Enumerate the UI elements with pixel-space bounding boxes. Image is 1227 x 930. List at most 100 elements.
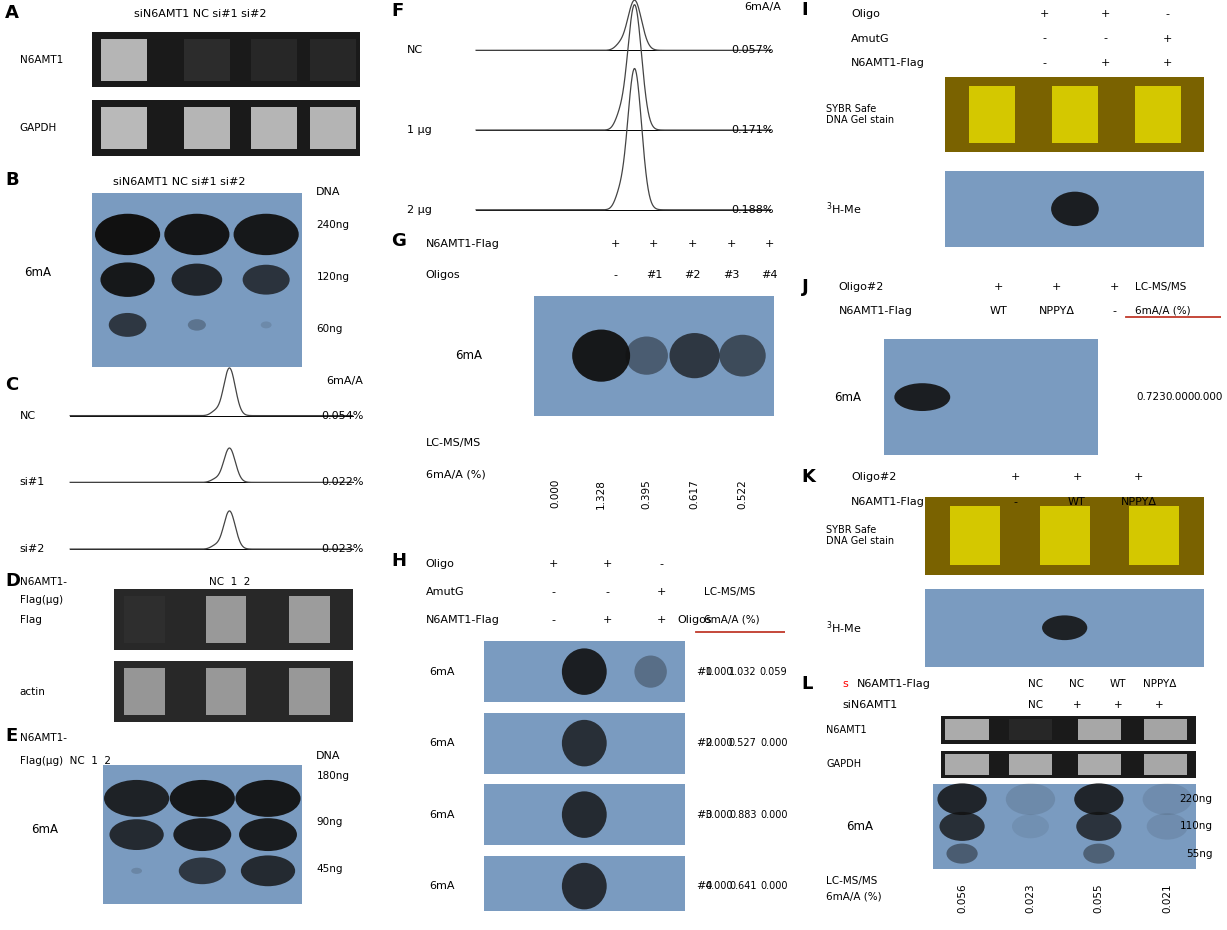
- Text: SYBR Safe
DNA Gel stain: SYBR Safe DNA Gel stain: [826, 103, 894, 126]
- Ellipse shape: [562, 720, 606, 766]
- Text: 6mA: 6mA: [429, 667, 455, 677]
- Text: +: +: [611, 239, 620, 248]
- Text: NPPYΔ: NPPYΔ: [1038, 306, 1075, 316]
- Bar: [252, 39, 297, 81]
- Text: +: +: [649, 239, 659, 248]
- Text: 6mA: 6mA: [429, 881, 455, 891]
- Ellipse shape: [179, 857, 226, 884]
- Bar: [1039, 506, 1090, 565]
- Text: N6AMT1-: N6AMT1-: [20, 577, 66, 587]
- Ellipse shape: [260, 322, 271, 328]
- Text: LC-MS/MS: LC-MS/MS: [704, 587, 756, 597]
- Ellipse shape: [1076, 812, 1121, 841]
- Text: DNA: DNA: [317, 187, 341, 197]
- Text: 0.023%: 0.023%: [321, 544, 363, 554]
- Text: 1.032: 1.032: [729, 667, 757, 677]
- Ellipse shape: [109, 819, 163, 850]
- Ellipse shape: [940, 812, 985, 841]
- Text: #1: #1: [697, 667, 713, 677]
- Bar: [290, 596, 330, 643]
- Text: +: +: [688, 239, 697, 248]
- Text: si#2: si#2: [20, 544, 45, 554]
- Ellipse shape: [236, 780, 301, 817]
- Text: 6mA/A: 6mA/A: [326, 376, 363, 386]
- Text: 0.000: 0.000: [760, 810, 788, 819]
- Text: 0.054%: 0.054%: [321, 411, 363, 420]
- Text: -: -: [1104, 33, 1108, 44]
- Text: 0.641: 0.641: [729, 881, 757, 891]
- Text: 0.527: 0.527: [729, 738, 757, 748]
- Ellipse shape: [562, 648, 606, 695]
- Text: -: -: [660, 559, 664, 569]
- Text: 0.057%: 0.057%: [731, 46, 774, 55]
- Bar: [945, 754, 989, 775]
- Text: 0.883: 0.883: [729, 810, 757, 819]
- Text: #4: #4: [762, 271, 778, 280]
- Bar: [1077, 754, 1121, 775]
- Text: +: +: [994, 282, 1004, 292]
- Text: -: -: [1042, 58, 1047, 68]
- Text: 0.723: 0.723: [1136, 392, 1166, 402]
- Text: 6mA: 6mA: [455, 349, 482, 362]
- Text: 45ng: 45ng: [317, 864, 342, 873]
- Text: +: +: [1134, 472, 1144, 483]
- Text: NC: NC: [1028, 700, 1043, 711]
- Bar: [114, 589, 352, 650]
- Ellipse shape: [670, 333, 720, 379]
- Text: NC: NC: [1070, 680, 1085, 689]
- Bar: [206, 669, 247, 715]
- Text: NC: NC: [1028, 680, 1043, 689]
- Text: G: G: [391, 232, 406, 250]
- Text: 180ng: 180ng: [317, 771, 350, 780]
- Text: 6mA: 6mA: [845, 820, 872, 833]
- Text: +: +: [602, 615, 612, 625]
- Bar: [950, 506, 1000, 565]
- Text: Flag(μg)  NC  1  2: Flag(μg) NC 1 2: [20, 756, 110, 766]
- Text: N6AMT1-Flag: N6AMT1-Flag: [858, 680, 931, 689]
- Bar: [946, 77, 1205, 153]
- Text: +: +: [602, 559, 612, 569]
- Text: siN6AMT1 NC si#1 si#2: siN6AMT1 NC si#1 si#2: [134, 9, 266, 20]
- Bar: [1144, 720, 1188, 740]
- Bar: [206, 596, 247, 643]
- Text: +: +: [1163, 33, 1172, 44]
- Text: E: E: [5, 727, 17, 746]
- Text: 0.021: 0.021: [1162, 884, 1172, 913]
- Text: 0.000: 0.000: [706, 810, 734, 819]
- Text: C: C: [5, 376, 18, 393]
- Text: 0.056: 0.056: [957, 884, 967, 913]
- Text: -: -: [1166, 9, 1169, 20]
- Bar: [941, 716, 1196, 744]
- Bar: [1052, 86, 1098, 143]
- Bar: [114, 661, 352, 723]
- Text: 0.171%: 0.171%: [731, 125, 774, 135]
- Text: J: J: [801, 278, 809, 296]
- Ellipse shape: [946, 844, 978, 864]
- Bar: [1135, 86, 1182, 143]
- Text: Flag(μg): Flag(μg): [20, 595, 63, 605]
- Text: N6AMT1: N6AMT1: [826, 724, 867, 735]
- Text: 0.000: 0.000: [1194, 392, 1223, 402]
- Ellipse shape: [172, 263, 222, 296]
- Ellipse shape: [937, 783, 987, 815]
- Text: siN6AMT1: siN6AMT1: [843, 700, 898, 711]
- Ellipse shape: [1142, 783, 1191, 815]
- Text: -: -: [605, 587, 610, 597]
- Text: 0.522: 0.522: [737, 479, 747, 509]
- Text: +: +: [766, 239, 774, 248]
- Bar: [1009, 720, 1053, 740]
- Bar: [1129, 506, 1179, 565]
- Bar: [483, 641, 685, 702]
- Text: L: L: [801, 675, 814, 693]
- Text: 90ng: 90ng: [317, 817, 342, 827]
- Text: N6AMT1-: N6AMT1-: [20, 733, 66, 743]
- Text: #1: #1: [645, 271, 663, 280]
- Bar: [946, 171, 1205, 246]
- Bar: [102, 39, 147, 81]
- Text: A: A: [5, 5, 18, 22]
- Text: -: -: [551, 615, 556, 625]
- Text: 55ng: 55ng: [1187, 848, 1212, 858]
- Text: 6mA/A (%): 6mA/A (%): [1135, 306, 1190, 316]
- Text: $^3$H-Me: $^3$H-Me: [826, 619, 861, 636]
- Text: Oligo: Oligo: [852, 9, 880, 20]
